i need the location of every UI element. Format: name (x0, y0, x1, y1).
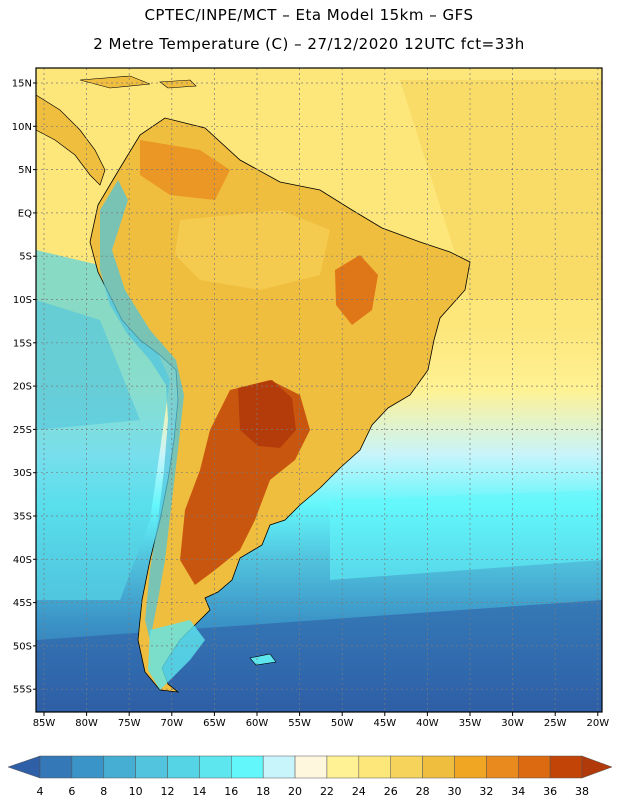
andes-cold-strip (100, 180, 184, 640)
colorbar-label: 8 (100, 785, 107, 798)
colorbar-segment (486, 755, 519, 779)
colorbar-segment (262, 755, 296, 779)
caribbean-island (79, 75, 151, 89)
lon-tick-label: 35W (459, 718, 482, 729)
lat-tick-label: 5N (18, 165, 32, 176)
lat-tick-label: 15S (13, 338, 32, 349)
colorbar-segment (422, 755, 455, 779)
colorbar-segment (199, 755, 232, 779)
lat-tick-label: 50S (13, 641, 32, 652)
atlantic-warm-band (400, 80, 602, 300)
colorbar-segment (135, 755, 168, 779)
southern-ocean (36, 600, 602, 712)
lon-tick-label: 80W (75, 718, 98, 729)
lat-tick-label: 15N (12, 79, 32, 90)
hot-core-center (238, 380, 296, 448)
title-line-2: 2 Metre Temperature (C) – 27/12/2020 12U… (93, 35, 525, 53)
central-america (36, 94, 106, 186)
temperature-field (36, 68, 602, 712)
lon-tick-label: 70W (160, 718, 183, 729)
lon-tick-label: 20W (586, 718, 609, 729)
colorbar-label: 30 (447, 785, 461, 798)
colorbar-label: 38 (575, 785, 589, 798)
lat-tick-label: 45S (13, 598, 32, 609)
lat-tick-label: 20S (13, 382, 32, 393)
lon-tick-label: 65W (203, 718, 226, 729)
patagonia-tip (148, 620, 205, 690)
colorbar-segment (231, 755, 264, 779)
lat-tick-label: 10S (13, 295, 32, 306)
colorbar-segment (517, 755, 551, 779)
longitude-axis: 85W 80W 75W 70W 65W 60W 55W 50W 45W 40W 35W 30W 25W 2… (33, 712, 609, 729)
colorbar-segment (167, 755, 200, 779)
falkland-islands (249, 653, 277, 666)
colorbar-label: 36 (543, 785, 557, 798)
colorbar-label: 22 (320, 785, 334, 798)
title-line-1: CPTEC/INPE/MCT – Eta Model 15km – GFS (144, 6, 474, 24)
south-atlantic-band (330, 490, 602, 580)
lon-tick-label: 40W (416, 718, 439, 729)
amazon-lighter (175, 210, 330, 290)
caribbean-island-2 (159, 79, 197, 89)
colorbar-label: 12 (161, 785, 175, 798)
colorbar-segment (358, 755, 391, 779)
colorbar-label: 10 (129, 785, 143, 798)
lon-tick-label: 60W (246, 718, 269, 729)
colorbar-segment (390, 755, 423, 779)
lon-tick-label: 50W (331, 718, 354, 729)
colorbar-label: 16 (224, 785, 238, 798)
lat-tick-label: 5S (19, 252, 32, 263)
lat-tick-label: 10N (12, 122, 32, 133)
colorbar-segment (454, 755, 487, 779)
colorbar-label: 32 (479, 785, 493, 798)
colorbar-label: 6 (68, 785, 75, 798)
colorbar-label: 34 (511, 785, 525, 798)
lon-tick-label: 30W (501, 718, 524, 729)
map-frame (35, 67, 603, 713)
colorbar-label: 14 (192, 785, 206, 798)
colorbar-label: 26 (384, 785, 398, 798)
latitude-axis: 15N 10N 5N EQ 5S 10S 15S 20S 25S 30S 35S 40S 45S 50S 5… (12, 79, 36, 696)
lon-tick-label: 55W (288, 718, 311, 729)
lon-tick-label: 75W (118, 718, 141, 729)
colorbar-label: 4 (37, 785, 44, 798)
lat-tick-label: 35S (13, 512, 32, 523)
colorbar-arrow-high (581, 755, 613, 779)
pacific-cool-water-2 (36, 300, 140, 430)
lon-tick-label: 45W (373, 718, 396, 729)
colorbar-segment (294, 755, 328, 779)
colorbar-segment (326, 755, 360, 779)
colorbar-arrow-low (7, 755, 41, 779)
lat-tick-label: EQ (18, 208, 32, 219)
graticule (36, 68, 602, 712)
lat-tick-label: 40S (13, 555, 32, 566)
colorbar-label: 24 (352, 785, 366, 798)
warm-area-north (140, 140, 230, 200)
hot-area-northeast (335, 255, 378, 325)
lat-tick-label: 30S (13, 468, 32, 479)
lat-tick-label: 55S (13, 685, 32, 696)
colorbar-label: 28 (416, 785, 430, 798)
colorbar-segment (549, 755, 583, 779)
lon-tick-label: 85W (33, 718, 56, 729)
colorbar-label: 20 (288, 785, 302, 798)
lat-tick-label: 25S (13, 425, 32, 436)
lon-tick-label: 25W (544, 718, 567, 729)
colorbar-segment (71, 755, 105, 779)
colorbar-segment (103, 755, 136, 779)
colorbar-segment (39, 755, 73, 779)
colorbar-label: 18 (256, 785, 270, 798)
colorbar: 4 6 8 10 12 14 16 18 20 22 24 26 28 30 32 34 36 38 (7, 755, 613, 798)
